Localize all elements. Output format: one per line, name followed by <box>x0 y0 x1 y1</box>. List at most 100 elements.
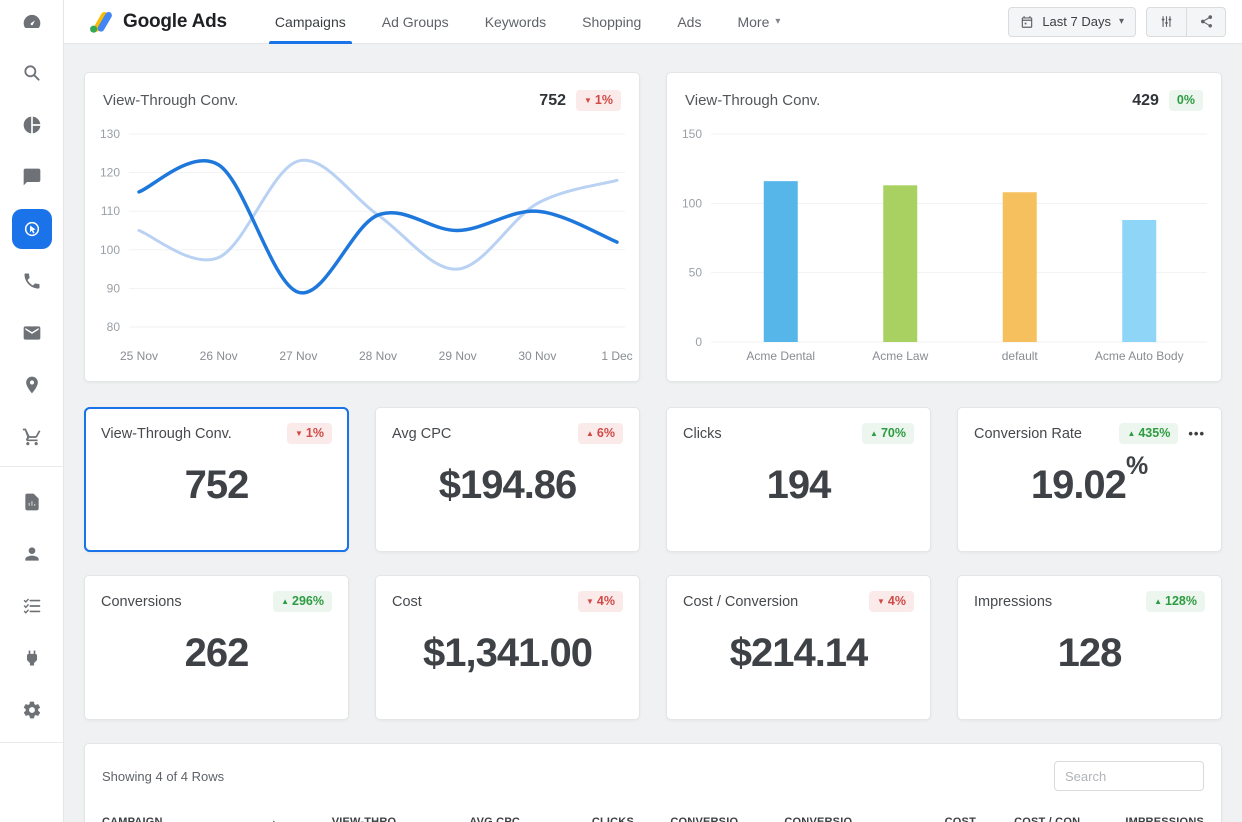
kpi-delta-badge: ▼ 4% <box>869 591 914 612</box>
svg-text:27 Nov: 27 Nov <box>279 349 317 363</box>
chart-total: 752 <box>539 91 566 109</box>
column-header-clicks[interactable]: CLICKS <box>591 816 634 822</box>
kpi-card-avg-cpc[interactable]: Avg CPC ▲ 6% $194.86 <box>375 407 640 552</box>
arrow-down-icon: ▼ <box>295 428 303 438</box>
brand-name: Google Ads <box>123 10 227 32</box>
arrow-down-icon: ▼ <box>584 95 592 105</box>
kpi-card-conversion-rate[interactable]: Conversion Rate ▲ 435% ••• 19.02% <box>957 407 1222 552</box>
kpi-title: Conversion Rate <box>974 425 1082 442</box>
sidebar-item-ecommerce[interactable] <box>12 417 52 457</box>
chat-bubble-icon <box>23 168 41 186</box>
nav-tabs: Campaigns Ad Groups Keywords Shopping Ad… <box>257 0 798 44</box>
brand: Google Ads <box>88 9 227 35</box>
delta-badge: ▼ 1% <box>576 90 621 111</box>
kpi-title: Conversions <box>101 593 182 610</box>
sidebar-item-local[interactable] <box>12 365 52 405</box>
sidebar-item-google-ads[interactable] <box>12 209 52 249</box>
chevron-down-icon: ▾ <box>1118 16 1124 27</box>
sidebar-item-settings[interactable] <box>12 690 52 730</box>
share-icon <box>1200 15 1212 28</box>
person-icon <box>25 547 39 561</box>
table-search-input[interactable] <box>1054 761 1204 791</box>
sidebar-item-reports[interactable] <box>12 482 52 522</box>
phone-icon <box>24 273 40 289</box>
arrow-up-icon: ▲ <box>281 596 290 606</box>
svg-text:50: 50 <box>689 266 703 280</box>
sidebar-item-integrations[interactable] <box>12 638 52 678</box>
svg-text:1 Dec: 1 Dec <box>601 349 632 363</box>
sidebar <box>0 0 64 822</box>
svg-text:default: default <box>1002 349 1039 363</box>
kpi-value: 752 <box>184 462 250 507</box>
arrow-down-icon: ▼ <box>877 596 885 606</box>
top-header: Google Ads Campaigns Ad Groups Keywords … <box>64 0 1242 44</box>
sidebar-item-calls[interactable] <box>12 261 52 301</box>
kpi-value: 19.02% <box>1030 452 1149 507</box>
svg-text:25 Nov: 25 Nov <box>120 349 158 363</box>
line-chart-card: View-Through Conv. 752 ▼ 1% 80 90 100 110 120… <box>84 72 640 382</box>
kpi-card-clicks[interactable]: Clicks ▲ 70% 194 <box>666 407 931 552</box>
dashboard-speedometer-icon <box>23 14 41 28</box>
kpi-card-impressions[interactable]: Impressions ▲ 128% 128 <box>957 575 1222 720</box>
view-through-conv-line-chart: 80 90 100 110 120 130 25 Nov 26 Nov 27 Nov 28 Nov… <box>100 127 633 363</box>
kpi-title: View-Through Conv. <box>101 425 232 442</box>
svg-text:Acme Law: Acme Law <box>872 349 928 363</box>
tab-shopping[interactable]: Shopping <box>582 13 642 30</box>
chevron-down-icon: ▾ <box>775 16 781 27</box>
column-header-campaign[interactable]: CAMPAIGN ▲ <box>102 816 292 822</box>
header-button-group <box>1146 6 1226 37</box>
svg-text:28 Nov: 28 Nov <box>359 349 397 363</box>
kpi-value: 262 <box>184 630 250 675</box>
column-header-avg-cpc[interactable]: AVG CPC <box>469 816 520 822</box>
envelope-icon <box>23 326 41 340</box>
svg-text:80: 80 <box>107 320 121 334</box>
column-header-view-through-conv[interactable]: VIEW-THRO... <box>331 816 406 822</box>
kpi-delta-badge: ▲ 128% <box>1146 591 1205 612</box>
tab-more[interactable]: More ▾ <box>737 13 781 30</box>
kpi-value: $214.14 <box>729 630 869 675</box>
kpi-value: 194 <box>766 462 832 507</box>
column-header-cost-per-conversion[interactable]: COST / CON... <box>1014 816 1090 822</box>
tab-campaigns[interactable]: Campaigns <box>257 0 364 44</box>
sidebar-item-messages[interactable] <box>12 157 52 197</box>
kpi-card-cost[interactable]: Cost ▼ 4% $1,341.00 <box>375 575 640 720</box>
tab-ad-groups[interactable]: Ad Groups <box>381 13 449 30</box>
arrow-up-icon: ▲ <box>586 428 594 438</box>
column-header-conversions[interactable]: CONVERSIO... <box>670 816 748 822</box>
kpi-menu-dots-icon[interactable]: ••• <box>1188 426 1205 441</box>
tab-ads[interactable]: Ads <box>677 13 702 30</box>
location-pin-icon <box>26 376 38 394</box>
kpi-delta-badge: ▲ 296% <box>273 591 332 612</box>
column-header-impressions[interactable]: IMPRESSIONS <box>1125 816 1204 822</box>
sidebar-item-dashboard[interactable] <box>12 2 52 42</box>
svg-text:0: 0 <box>695 335 702 349</box>
shopping-cart-icon <box>22 428 41 446</box>
svg-text:29 Nov: 29 Nov <box>439 349 477 363</box>
sidebar-item-clients[interactable] <box>12 534 52 574</box>
column-header-cost[interactable]: COST <box>944 816 976 822</box>
kpi-delta-badge: ▲ 435% <box>1119 423 1179 444</box>
kpi-delta-badge: ▲ 6% <box>578 423 623 444</box>
sidebar-divider <box>0 742 63 743</box>
share-button[interactable] <box>1186 7 1225 36</box>
kpi-value: 128 <box>1057 630 1123 675</box>
column-header-conversion-rate[interactable]: CONVERSIO... <box>784 816 862 822</box>
header-controls: Last 7 Days ▾ <box>1008 6 1226 37</box>
kpi-card-view-through-conv[interactable]: View-Through Conv. ▼ 1% 752 <box>84 407 349 552</box>
kpi-card-conversions[interactable]: Conversions ▲ 296% 262 <box>84 575 349 720</box>
tab-keywords[interactable]: Keywords <box>484 13 547 30</box>
sidebar-item-tasks[interactable] <box>12 586 52 626</box>
calendar-icon <box>1022 15 1033 28</box>
campaigns-table-card: Showing 4 of 4 Rows CAMPAIGN▲ VIEW-THRO.… <box>84 743 1222 822</box>
sidebar-item-search[interactable] <box>12 53 52 93</box>
arrow-down-icon: ▼ <box>586 596 594 606</box>
plug-icon <box>27 650 37 666</box>
sidebar-item-analytics[interactable] <box>12 105 52 145</box>
kpi-title: Avg CPC <box>392 425 452 442</box>
chart-title: View-Through Conv. <box>685 92 821 109</box>
date-range-button[interactable]: Last 7 Days ▾ <box>1008 6 1136 37</box>
kpi-card-cost-per-conversion[interactable]: Cost / Conversion ▼ 4% $214.14 <box>666 575 931 720</box>
sidebar-item-email[interactable] <box>12 313 52 353</box>
chart-total: 429 <box>1132 91 1159 109</box>
filter-button[interactable] <box>1147 8 1186 36</box>
